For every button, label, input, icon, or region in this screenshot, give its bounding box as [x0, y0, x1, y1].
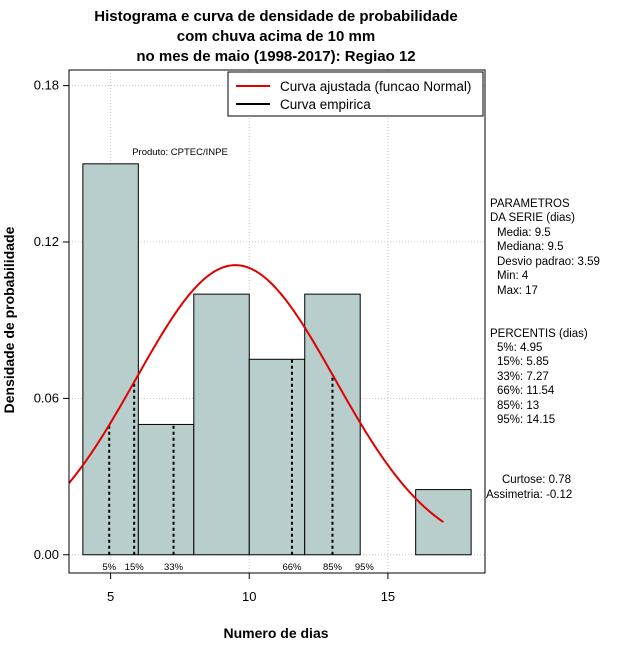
params-title-1: PARAMETROS: [490, 198, 570, 210]
x-axis: 5 10 15: [107, 573, 395, 604]
title-line-3: no mes de maio (1998-2017): Regiao 12: [136, 48, 415, 65]
x-axis-title: Numero de dias: [223, 625, 328, 641]
percentil-33: 33%: 7.27: [497, 371, 549, 383]
param-desvio: Desvio padrao: 3.59: [497, 256, 600, 268]
x-tick-label-15: 15: [381, 589, 395, 604]
percentil-85: 85%: 13: [497, 400, 539, 412]
y-tick-label-1: 0.06: [34, 390, 59, 405]
legend-label-empirical: Curva empirica: [280, 97, 371, 112]
param-mediana: Mediana: 9.5: [497, 241, 564, 253]
histogram-bar-2: [193, 293, 250, 556]
plot-border: [68, 69, 486, 574]
param-min: Min: 4: [497, 270, 529, 282]
legend-box: [227, 71, 484, 117]
histogram-bar-6: [415, 489, 472, 556]
param-max: Max: 17: [497, 285, 538, 297]
legend: Curva ajustada (funcao Normal) Curva emp…: [227, 71, 484, 117]
statistics-panel: PARAMETROS DA SERIE (dias) Media: 9.5 Me…: [486, 198, 600, 501]
y-tick-label-2: 0.12: [34, 234, 59, 249]
chart-title: Histograma e curva de densidade de proba…: [94, 8, 457, 65]
title-line-1: Histograma e curva de densidade de proba…: [94, 8, 457, 25]
x-tick-label-5: 5: [107, 589, 114, 604]
percentile-label-5: 5%: [102, 562, 116, 573]
histogram-bar-1: [137, 423, 195, 556]
y-axis: 0.00 0.06 0.12 0.18: [34, 78, 69, 562]
params-title-2: DA SERIE (dias): [490, 212, 575, 224]
product-annotation: Produto: CPTEC/INPE: [132, 147, 228, 158]
y-tick-label-0: 0.00: [34, 547, 59, 562]
param-media: Media: 9.5: [497, 227, 551, 239]
assimetria: Assimetria: -0.12: [486, 489, 572, 501]
percentile-label-85: 85%: [323, 562, 343, 573]
percentil-5: 5%: 4.95: [497, 342, 542, 354]
histogram-bar-3: [248, 358, 306, 556]
normal-curve: [68, 264, 444, 523]
percentile-label-33: 33%: [164, 562, 184, 573]
y-axis-title: Densidade de probabilidade: [1, 226, 17, 413]
percentil-66: 66%: 11.54: [497, 385, 555, 397]
percentile-lines: [108, 359, 334, 555]
percentile-labels: 5% 15% 33% 66% 85% 95%: [102, 562, 374, 573]
y-tick-label-3: 0.18: [34, 78, 59, 93]
x-tick-label-10: 10: [242, 589, 256, 604]
title-line-2: com chuva acima de 10 mm: [177, 28, 375, 45]
percentile-label-15: 15%: [125, 562, 145, 573]
histogram-bar-4: [304, 293, 361, 556]
percentile-label-66: 66%: [282, 562, 302, 573]
percentile-label-95: 95%: [355, 562, 375, 573]
percentil-95: 95%: 14.15: [497, 414, 555, 426]
legend-label-normal: Curva ajustada (funcao Normal): [280, 79, 471, 94]
curtose: Curtose: 0.78: [502, 474, 571, 486]
histogram-bar-0: [82, 163, 139, 556]
percentis-title: PERCENTIS (dias): [490, 328, 588, 340]
percentil-15: 15%: 5.85: [497, 356, 549, 368]
